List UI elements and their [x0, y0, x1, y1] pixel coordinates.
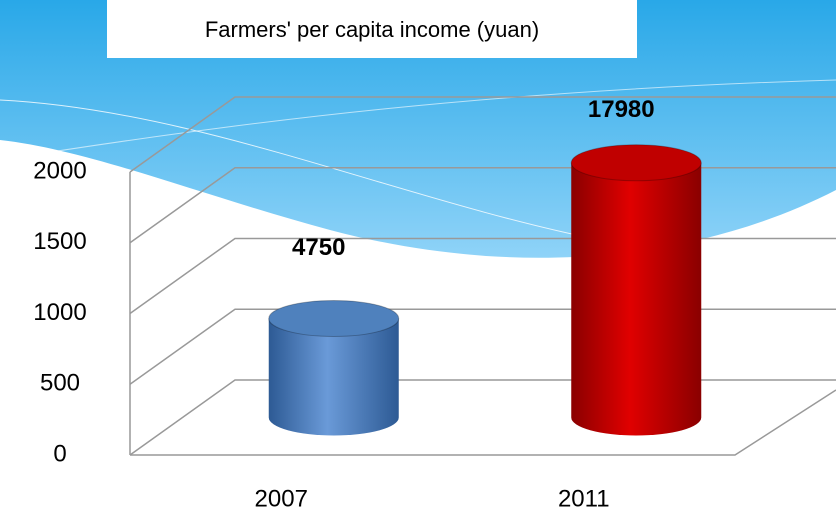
y-tick-label: 1500 [33, 228, 86, 255]
y-tick-label: 1000 [33, 299, 86, 326]
y-tick-label: 500 [40, 370, 80, 397]
annotation: 17980 [588, 96, 655, 123]
y-tick-label: 0 [53, 440, 66, 467]
bar-top [268, 299, 400, 337]
swoosh-line [0, 99, 836, 250]
bar [571, 162, 702, 436]
swoosh-line [0, 79, 836, 161]
bar [268, 318, 399, 436]
chart-title: Farmers' per capita income (yuan) [205, 17, 539, 42]
bar-top [570, 144, 702, 182]
x-tick-label: 2011 [558, 485, 610, 512]
floor-edge [130, 389, 836, 456]
y-tick-label: 2000 [33, 157, 86, 184]
title-box [107, 0, 637, 58]
x-tick-label: 2007 [255, 485, 308, 512]
annotation: 4750 [292, 234, 345, 261]
grid-line [129, 96, 836, 173]
